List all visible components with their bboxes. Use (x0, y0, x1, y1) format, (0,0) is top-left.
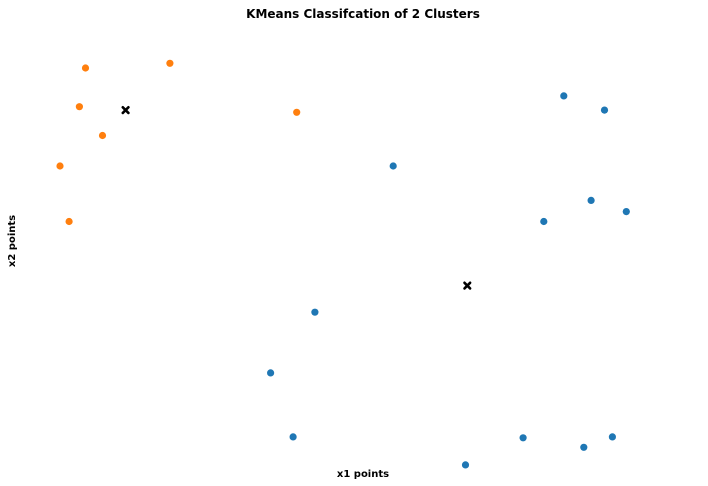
x-axis-label: x1 points (337, 469, 389, 480)
centroid-marker-0 (121, 106, 130, 115)
cluster-1-point-6 (311, 308, 319, 316)
cluster-1-point-3 (587, 196, 595, 204)
cluster-1-point-4 (622, 208, 630, 216)
cluster-0-point-2 (98, 131, 107, 140)
cluster-1-point-0 (560, 92, 568, 100)
cluster-1-point-8 (289, 433, 297, 441)
cluster-0-point-4 (293, 108, 301, 116)
cluster-1-point-12 (608, 433, 617, 441)
y-axis-label: x2 points (7, 215, 18, 267)
cluster-1-point-9 (519, 434, 527, 442)
cluster-1-point-11 (580, 443, 588, 451)
plot-area (56, 59, 630, 469)
cluster-1-point-1 (600, 106, 609, 114)
cluster-1-point-2 (389, 162, 397, 170)
cluster-0-point-5 (56, 162, 64, 170)
cluster-1-point-5 (540, 217, 548, 226)
cluster-1-point-7 (267, 369, 275, 377)
cluster-1-point-10 (461, 461, 470, 469)
cluster-0-point-0 (81, 64, 90, 72)
cluster-0-point-3 (166, 59, 174, 67)
cluster-0-point-6 (65, 217, 73, 226)
cluster-0-point-1 (75, 103, 83, 111)
centroid-marker-1 (463, 281, 472, 290)
chart-title: KMeans Classifcation of 2 Clusters (246, 7, 480, 21)
